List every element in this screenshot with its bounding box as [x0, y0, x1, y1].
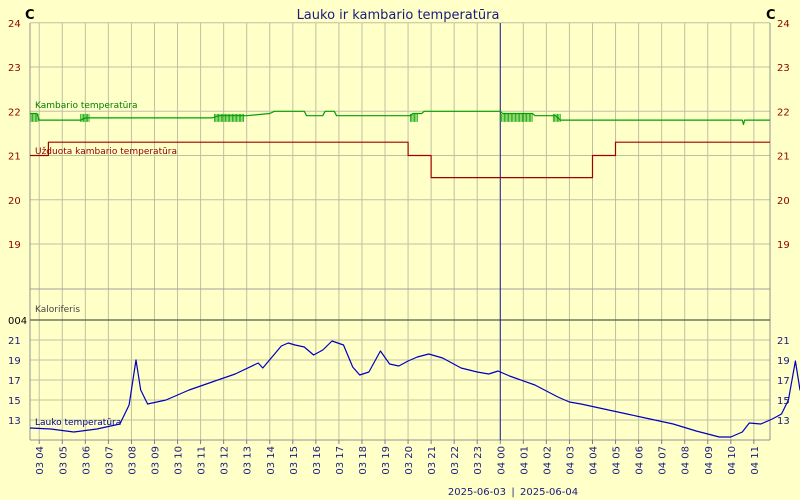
x-tick-label: 04 05	[612, 446, 623, 475]
lower-tick-label-left: 17	[8, 376, 21, 387]
date-left: 2025-06-03	[448, 487, 506, 498]
x-tick-label: 04 02	[542, 446, 553, 475]
x-tick-label: 03 12	[220, 446, 231, 475]
x-tick-label: 04 03	[565, 446, 576, 475]
x-tick-label: 03 14	[266, 446, 277, 475]
upper-tick-label-right: 20	[777, 196, 790, 207]
unit-left: C	[25, 8, 35, 23]
x-tick-label: 03 10	[174, 446, 185, 475]
x-tick-label: 03 09	[150, 446, 161, 475]
upper-tick-label-right: 22	[777, 107, 790, 118]
x-tick-label: 04 10	[727, 446, 738, 475]
upper-tick-label-right: 21	[777, 152, 790, 163]
legend-set-temp: Užduota kambario temperatūra	[35, 147, 177, 157]
x-tick-label: 03 06	[81, 446, 92, 475]
upper-tick-label-left: 22	[8, 107, 21, 118]
upper-tick-label-left: 20	[8, 196, 21, 207]
lower-tick-label-left: 15	[8, 396, 21, 407]
x-tick-label: 04 06	[635, 446, 646, 475]
upper-tick-label-left: 19	[8, 240, 21, 251]
x-tick-label: 03 05	[58, 446, 69, 475]
x-tick-label: 03 17	[335, 446, 346, 475]
set-temperature-line	[30, 141, 770, 179]
upper-tick-label-left: 24	[8, 19, 21, 30]
x-tick-label: 03 08	[127, 446, 138, 475]
x-tick-label: 04 11	[750, 446, 761, 475]
upper-tick-label-left: 23	[8, 63, 21, 74]
x-tick-label: 04 01	[519, 446, 530, 475]
lower-tick-label-right: 21	[777, 336, 790, 347]
legend-outdoor-temp: Lauko temperatūra	[35, 418, 121, 428]
x-tick-label: 04 04	[588, 446, 599, 475]
upper-tick-label-left: 21	[8, 152, 21, 163]
date-separator: |	[511, 487, 514, 498]
x-tick-label: 03 16	[312, 446, 323, 475]
lower-tick-label-right: 15	[777, 396, 790, 407]
axes: 03 04 03 05 03 06 03 07 03 08 03 09 03 10 03 11…	[8, 19, 790, 475]
unit-right: C	[766, 8, 776, 23]
lower-tick-label-right: 17	[777, 376, 790, 387]
lower-tick-label-left: 19	[8, 356, 21, 367]
outdoor-temperature-line	[29, 340, 800, 438]
grid	[30, 22, 770, 440]
x-tick-label: 04 08	[681, 446, 692, 475]
x-tick-label: 04 09	[704, 446, 715, 475]
x-tick-label: 03 04	[35, 446, 46, 475]
upper-tick-label-right: 23	[777, 63, 790, 74]
lower-tick-label-left: 21	[8, 336, 21, 347]
x-tick-label: 03 23	[473, 446, 484, 475]
legend-room-temp: Kambario temperatūra	[35, 101, 138, 111]
chart-title: Lauko ir kambario temperatūra	[297, 8, 500, 23]
x-tick-label: 03 18	[358, 446, 369, 475]
lower-tick-label-left: 13	[8, 416, 21, 427]
heater-tick-label: 004	[8, 316, 27, 327]
x-tick-label: 04 07	[658, 446, 669, 475]
upper-tick-label-right: 24	[777, 19, 790, 30]
lower-tick-label-right: 13	[777, 416, 790, 427]
x-tick-label: 03 19	[381, 446, 392, 475]
lower-tick-label-right: 19	[777, 356, 790, 367]
upper-tick-label-right: 19	[777, 240, 790, 251]
x-tick-label: 04 00	[496, 446, 507, 475]
x-tick-label: 03 11	[197, 446, 208, 475]
x-tick-label: 03 21	[427, 446, 438, 475]
x-tick-label: 03 13	[243, 446, 254, 475]
x-tick-label: 03 22	[450, 446, 461, 475]
x-tick-label: 03 20	[404, 446, 415, 475]
x-tick-label: 03 07	[104, 446, 115, 475]
x-tick-label: 03 15	[289, 446, 300, 475]
date-right: 2025-06-04	[520, 487, 578, 498]
series-layer	[29, 23, 800, 440]
legend-heater: Kaloriferis	[35, 305, 80, 315]
